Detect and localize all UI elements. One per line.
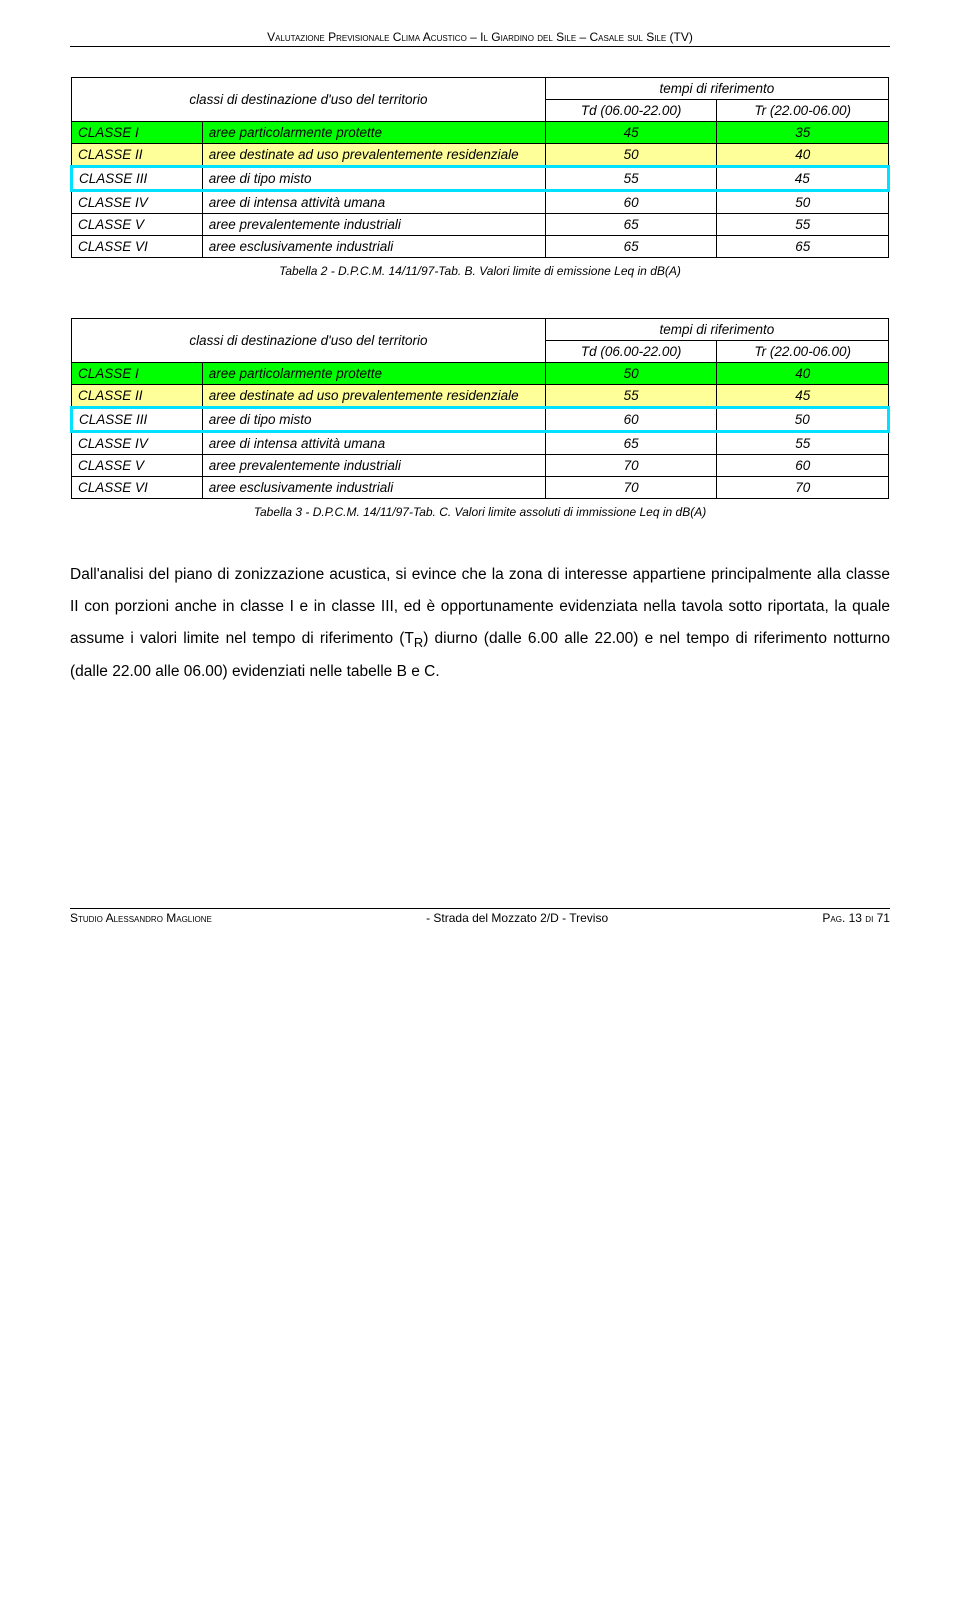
class-label: CLASSE II xyxy=(72,385,203,408)
table-header-row: classi di destinazione d'uso del territo… xyxy=(72,319,889,341)
class-label: CLASSE I xyxy=(72,122,203,144)
class-label: CLASSE I xyxy=(72,363,203,385)
val-td: 60 xyxy=(545,191,717,214)
val-tr: 60 xyxy=(717,455,889,477)
class-desc: aree esclusivamente industriali xyxy=(202,477,545,499)
table2-caption: Tabella 3 - D.P.C.M. 14/11/97-Tab. C. Va… xyxy=(70,505,890,519)
table-row: CLASSE II aree destinate ad uso prevalen… xyxy=(72,385,889,408)
page-footer: Studio Alessandro Maglione - Strada del … xyxy=(70,908,890,925)
class-desc: aree particolarmente protette xyxy=(202,363,545,385)
class-label: CLASSE IV xyxy=(72,432,203,455)
val-tr: 55 xyxy=(717,214,889,236)
val-td: 45 xyxy=(545,122,717,144)
val-td: 70 xyxy=(545,455,717,477)
table-row: CLASSE III aree di tipo misto 60 50 xyxy=(72,408,889,432)
class-label: CLASSE III xyxy=(72,408,203,432)
class-label: CLASSE II xyxy=(72,144,203,167)
val-td: 70 xyxy=(545,477,717,499)
hdr-classi: classi di destinazione d'uso del territo… xyxy=(72,319,546,363)
val-tr: 50 xyxy=(717,191,889,214)
table-row: CLASSE VI aree esclusivamente industrial… xyxy=(72,477,889,499)
val-tr: 40 xyxy=(717,144,889,167)
val-tr: 40 xyxy=(717,363,889,385)
hdr-td: Td (06.00-22.00) xyxy=(545,100,717,122)
table-row: CLASSE VI aree esclusivamente industrial… xyxy=(72,236,889,258)
footer-center: - Strada del Mozzato 2/D - Treviso xyxy=(426,911,608,925)
class-desc: aree prevalentemente industriali xyxy=(202,455,545,477)
class-desc: aree destinate ad uso prevalentemente re… xyxy=(202,385,545,408)
val-td: 65 xyxy=(545,432,717,455)
table-row: CLASSE IV aree di intensa attività umana… xyxy=(72,432,889,455)
table-row: CLASSE III aree di tipo misto 55 45 xyxy=(72,167,889,191)
table1-caption: Tabella 2 - D.P.C.M. 14/11/97-Tab. B. Va… xyxy=(70,264,890,278)
val-td: 60 xyxy=(545,408,717,432)
class-desc: aree destinate ad uso prevalentemente re… xyxy=(202,144,545,167)
class-desc: aree esclusivamente industriali xyxy=(202,236,545,258)
val-td: 50 xyxy=(545,144,717,167)
class-label: CLASSE III xyxy=(72,167,203,191)
class-label: CLASSE V xyxy=(72,455,203,477)
hdr-tr: Tr (22.00-06.00) xyxy=(717,341,889,363)
subscript-r: R xyxy=(414,635,423,650)
class-label: CLASSE VI xyxy=(72,477,203,499)
val-td: 55 xyxy=(545,385,717,408)
class-desc: aree di intensa attività umana xyxy=(202,432,545,455)
hdr-tempi: tempi di riferimento xyxy=(545,319,888,341)
table-header-row: classi di destinazione d'uso del territo… xyxy=(72,78,889,100)
hdr-td: Td (06.00-22.00) xyxy=(545,341,717,363)
immission-limits-table: classi di destinazione d'uso del territo… xyxy=(70,318,890,499)
val-tr: 45 xyxy=(717,167,889,191)
val-tr: 45 xyxy=(717,385,889,408)
class-desc: aree di tipo misto xyxy=(202,408,545,432)
class-label: CLASSE IV xyxy=(72,191,203,214)
table-row: CLASSE IV aree di intensa attività umana… xyxy=(72,191,889,214)
table-row: CLASSE I aree particolarmente protette 4… xyxy=(72,122,889,144)
footer-right: Pag. 13 di 71 xyxy=(822,911,890,925)
page-header: Valutazione Previsionale Clima Acustico … xyxy=(70,30,890,47)
table-row: CLASSE I aree particolarmente protette 5… xyxy=(72,363,889,385)
class-desc: aree di intensa attività umana xyxy=(202,191,545,214)
table-row: CLASSE II aree destinate ad uso prevalen… xyxy=(72,144,889,167)
val-td: 55 xyxy=(545,167,717,191)
val-tr: 35 xyxy=(717,122,889,144)
hdr-classi: classi di destinazione d'uso del territo… xyxy=(72,78,546,122)
class-label: CLASSE VI xyxy=(72,236,203,258)
val-td: 65 xyxy=(545,236,717,258)
val-tr: 50 xyxy=(717,408,889,432)
hdr-tempi: tempi di riferimento xyxy=(545,78,888,100)
table-row: CLASSE V aree prevalentemente industrial… xyxy=(72,214,889,236)
footer-left: Studio Alessandro Maglione xyxy=(70,911,212,925)
val-tr: 70 xyxy=(717,477,889,499)
emission-limits-table: classi di destinazione d'uso del territo… xyxy=(70,77,890,258)
val-tr: 55 xyxy=(717,432,889,455)
body-paragraph: Dall'analisi del piano di zonizzazione a… xyxy=(70,559,890,688)
table-row: CLASSE V aree prevalentemente industrial… xyxy=(72,455,889,477)
val-td: 65 xyxy=(545,214,717,236)
class-desc: aree prevalentemente industriali xyxy=(202,214,545,236)
hdr-tr: Tr (22.00-06.00) xyxy=(717,100,889,122)
class-desc: aree particolarmente protette xyxy=(202,122,545,144)
class-desc: aree di tipo misto xyxy=(202,167,545,191)
class-label: CLASSE V xyxy=(72,214,203,236)
val-tr: 65 xyxy=(717,236,889,258)
val-td: 50 xyxy=(545,363,717,385)
